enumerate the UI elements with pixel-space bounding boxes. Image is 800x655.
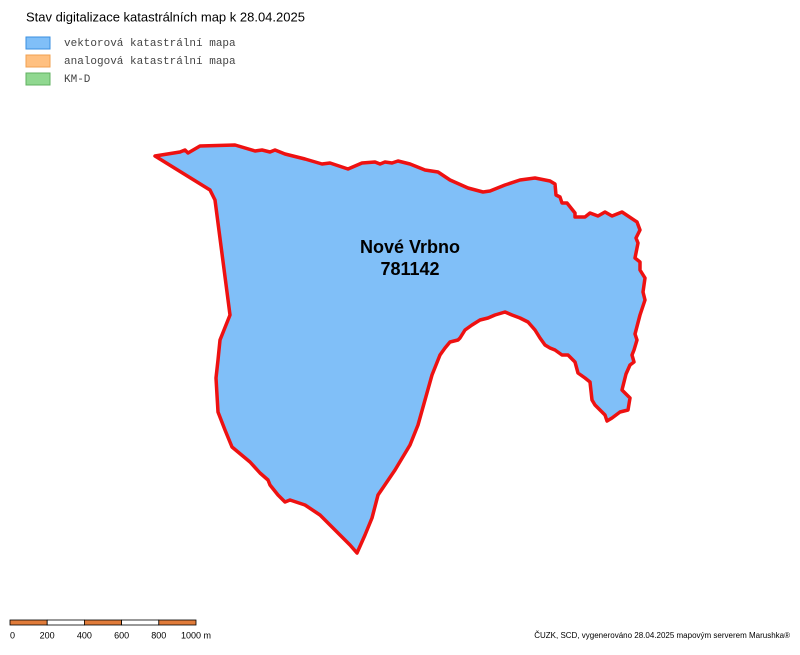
scale-label: 200 xyxy=(40,630,55,640)
cadastral-area xyxy=(155,145,645,553)
scale-segment xyxy=(10,620,47,625)
legend: vektorová katastrální mapa analogová kata… xyxy=(26,37,236,86)
scale-label: 600 xyxy=(114,630,129,640)
scale-segment xyxy=(47,620,84,625)
legend-swatch xyxy=(26,55,50,67)
scale-label: 1000 m xyxy=(181,630,211,640)
legend-label: KM-D xyxy=(64,74,91,86)
scale-bar: 0 200 400 600 800 1000 m xyxy=(10,620,211,640)
area-name: Nové Vrbno xyxy=(360,237,460,257)
legend-swatch xyxy=(26,73,50,85)
scale-segment xyxy=(84,620,121,625)
scale-segment xyxy=(159,620,196,625)
legend-swatch xyxy=(26,37,50,49)
legend-label: analogová katastrální mapa xyxy=(64,56,236,68)
legend-label: vektorová katastrální mapa xyxy=(64,38,236,50)
scale-label: 800 xyxy=(151,630,166,640)
scale-label: 0 xyxy=(10,630,15,640)
area-code: 781142 xyxy=(380,259,439,279)
map-title: Stav digitalizace katastrálních map k 28… xyxy=(26,9,305,24)
page: {"header": {"title": "Stav digitalizace … xyxy=(0,0,800,655)
scale-label: 400 xyxy=(77,630,92,640)
credit: ČUZK, SCD, vygenerováno 28.04.2025 mapov… xyxy=(534,631,790,640)
map: Stav digitalizace katastrálních map k 28… xyxy=(0,0,800,650)
scale-segment xyxy=(122,620,159,625)
